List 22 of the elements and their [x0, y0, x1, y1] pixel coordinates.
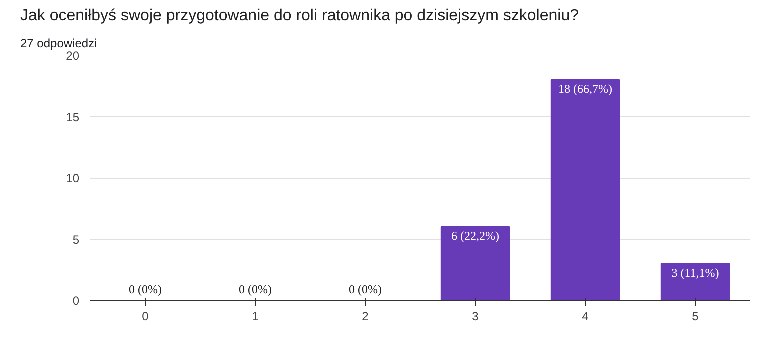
data-label: 0 (0%) [129, 282, 162, 296]
x-tick-label: 3 [472, 310, 480, 324]
y-tick-label: 20 [66, 49, 80, 63]
y-tick-label: 0 [72, 294, 80, 308]
bar [440, 226, 510, 300]
y-tick-label: 5 [72, 232, 80, 247]
data-label: 6 (22,2%) [452, 229, 500, 243]
bar [660, 263, 730, 300]
x-tick-label: 1 [252, 310, 260, 324]
data-label: 3 (11,1%) [672, 266, 720, 280]
data-label: 18 (66,7%) [558, 82, 613, 96]
x-tick-label: 5 [692, 310, 700, 324]
x-tick-label: 4 [582, 310, 590, 324]
x-tick-label: 2 [362, 310, 370, 324]
y-tick-label: 15 [66, 110, 80, 124]
chart-subtitle: 27 odpowiedzi [20, 36, 98, 50]
bar [550, 80, 620, 300]
y-tick-label: 10 [66, 172, 80, 186]
chart-title: Jak oceniłbyś swoje przygotowanie do roli ratownika po dzisiejszym szkoleniu? [20, 8, 580, 24]
data-label: 0 (0%) [239, 282, 272, 296]
x-tick-label: 0 [142, 310, 150, 324]
data-label: 0 (0%) [349, 282, 382, 296]
